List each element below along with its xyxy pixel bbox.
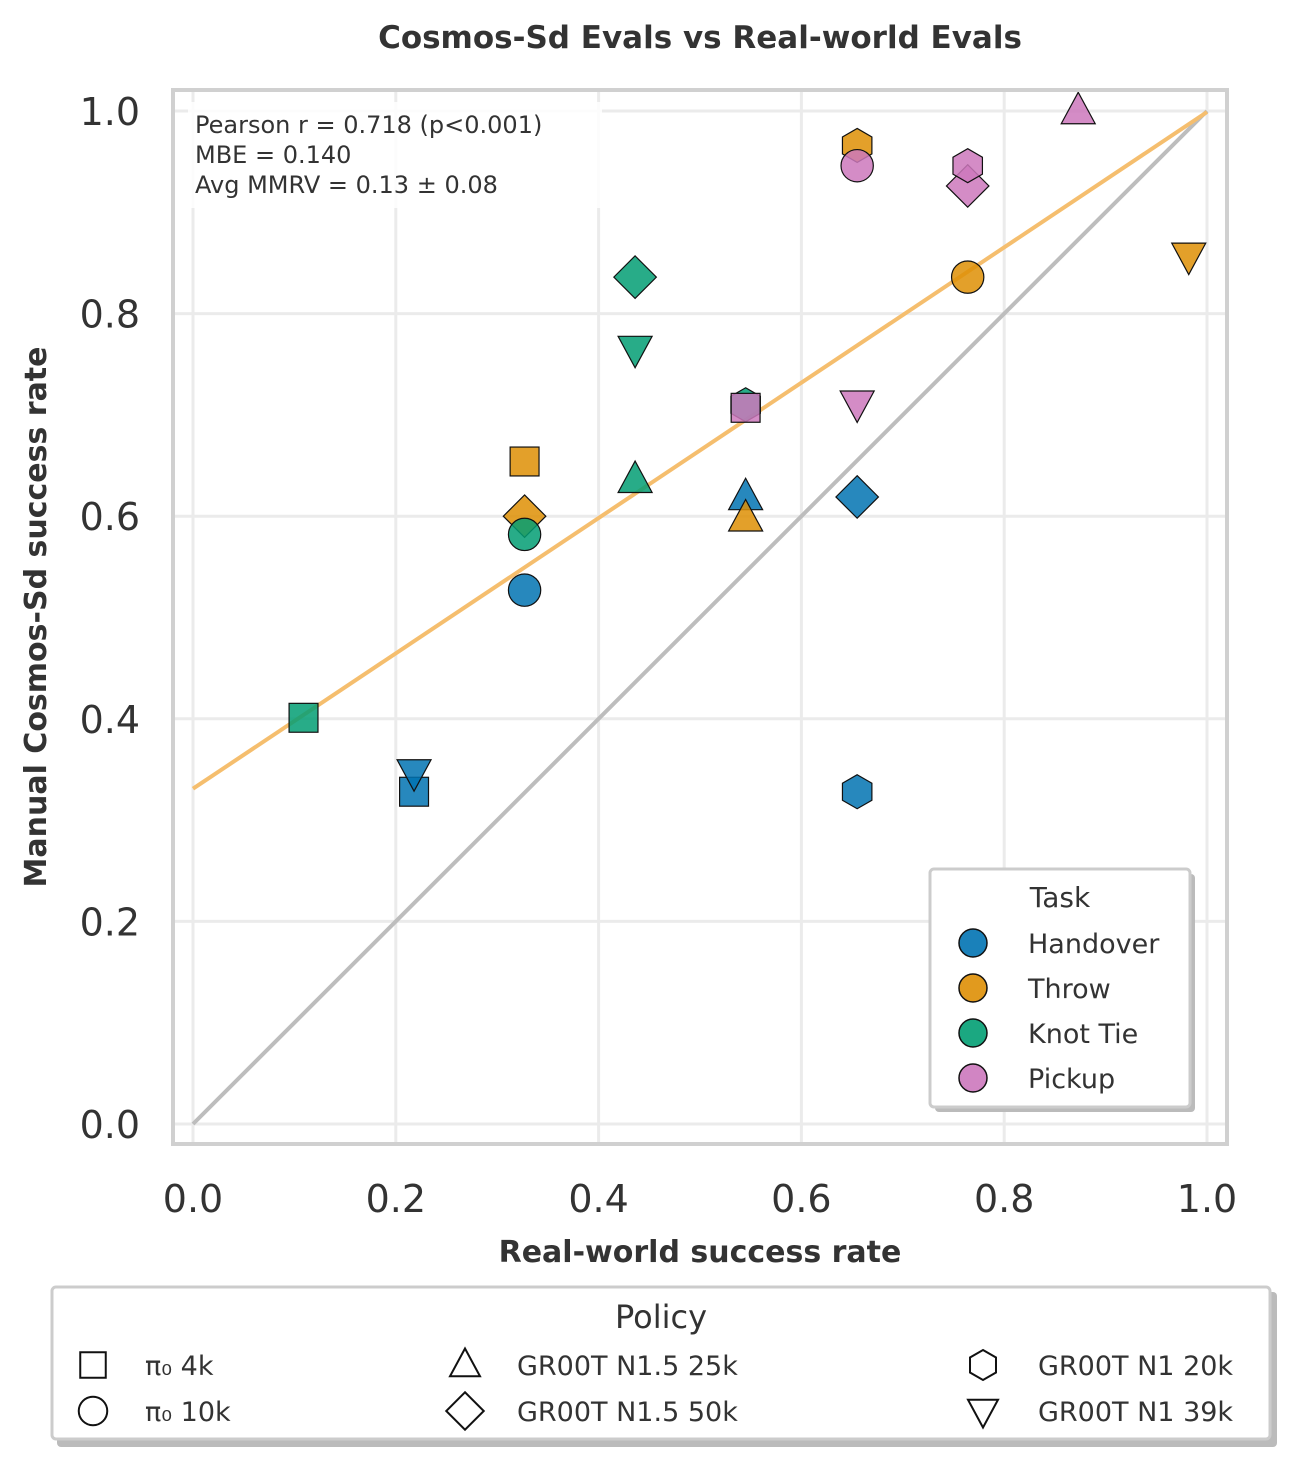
annotation-box	[188, 102, 602, 208]
task-legend-label: Throw	[1027, 974, 1111, 1005]
identity-line	[191, 109, 1209, 1126]
x-tick-label: 1.0	[1177, 1177, 1237, 1221]
data-point-pickup	[1060, 91, 1097, 125]
data-point-pickup	[730, 392, 761, 423]
data-point-pickup	[839, 390, 876, 424]
data-point-throw	[950, 260, 985, 294]
data-point-handover	[507, 573, 542, 607]
task-legend-marker	[958, 973, 988, 1003]
policy-legend-label: GR00T N1.5 50k	[517, 1397, 738, 1428]
data-point-throw	[727, 498, 764, 532]
data-point-handover	[841, 774, 873, 810]
y-tick-label: 0.6	[80, 495, 140, 539]
task-legend-label: Knot Tie	[1028, 1019, 1138, 1050]
policy-legend-square-icon	[79, 1351, 107, 1379]
policy-legend-label: π₀ 10k	[145, 1397, 231, 1428]
policy-legend-label: GR00T N1 39k	[1038, 1397, 1233, 1428]
task-legend-label: Handover	[1028, 929, 1160, 960]
y-tick-label: 0.4	[80, 698, 140, 742]
task-legend-label: Pickup	[1028, 1064, 1115, 1095]
task-legend-box	[928, 867, 1192, 1109]
y-tick-label: 0.2	[80, 900, 140, 944]
task-legend-marker	[958, 928, 988, 958]
data-point-knot-tie	[507, 517, 542, 552]
chart-title: Cosmos-Sd Evals vs Real-world Evals	[378, 20, 1022, 56]
data-point-knot-tie	[617, 459, 654, 494]
data-point-handover	[835, 474, 880, 520]
annotation-line: MBE = 0.140	[195, 141, 351, 169]
policy-legend-title: Policy	[615, 1298, 707, 1336]
data-point-pickup	[840, 148, 874, 183]
data-point-knot-tie	[617, 335, 654, 370]
task-legend-marker	[958, 1018, 988, 1048]
plot-frame	[171, 88, 1229, 1146]
y-tick-label: 0.8	[80, 293, 140, 337]
task-legend-marker	[958, 1063, 988, 1093]
data-point-throw	[1170, 242, 1207, 276]
policy-legend-hexagon-icon	[969, 1348, 997, 1382]
x-tick-label: 0.0	[163, 1177, 223, 1221]
policy-legend-circle-icon	[77, 1395, 109, 1427]
annotation-line: Pearson r = 0.718 (p<0.001)	[195, 111, 542, 139]
data-point-knot-tie	[288, 702, 319, 733]
fit-line	[191, 110, 1209, 791]
policy-legend-triangle-up-icon	[448, 1346, 482, 1378]
x-tick-label: 0.6	[771, 1177, 831, 1221]
x-tick-label: 0.4	[568, 1177, 628, 1221]
data-point-handover	[396, 759, 433, 793]
x-axis-label: Real-world success rate	[499, 1235, 902, 1270]
task-legend-title: Task	[1029, 881, 1091, 914]
policy-legend-triangle-down-icon	[966, 1398, 1000, 1430]
y-axis-label: Manual Cosmos-Sd success rate	[19, 347, 54, 888]
y-tick-label: 1.0	[80, 90, 140, 134]
x-tick-label: 0.8	[974, 1177, 1034, 1221]
data-point-pickup	[952, 148, 984, 184]
policy-legend-label: GR00T N1.5 25k	[517, 1351, 738, 1382]
policy-legend-label: π₀ 4k	[145, 1351, 214, 1382]
data-point-knot-tie	[613, 255, 658, 300]
policy-legend-label: GR00T N1 20k	[1038, 1351, 1233, 1382]
y-tick-label: 0.0	[80, 1103, 140, 1147]
annotation-line: Avg MMRV = 0.13 ± 0.08	[195, 171, 498, 199]
data-point-throw	[509, 446, 540, 477]
x-tick-label: 0.2	[366, 1177, 426, 1221]
policy-legend-diamond-icon	[444, 1390, 486, 1432]
policy-legend-box	[50, 1285, 1272, 1441]
